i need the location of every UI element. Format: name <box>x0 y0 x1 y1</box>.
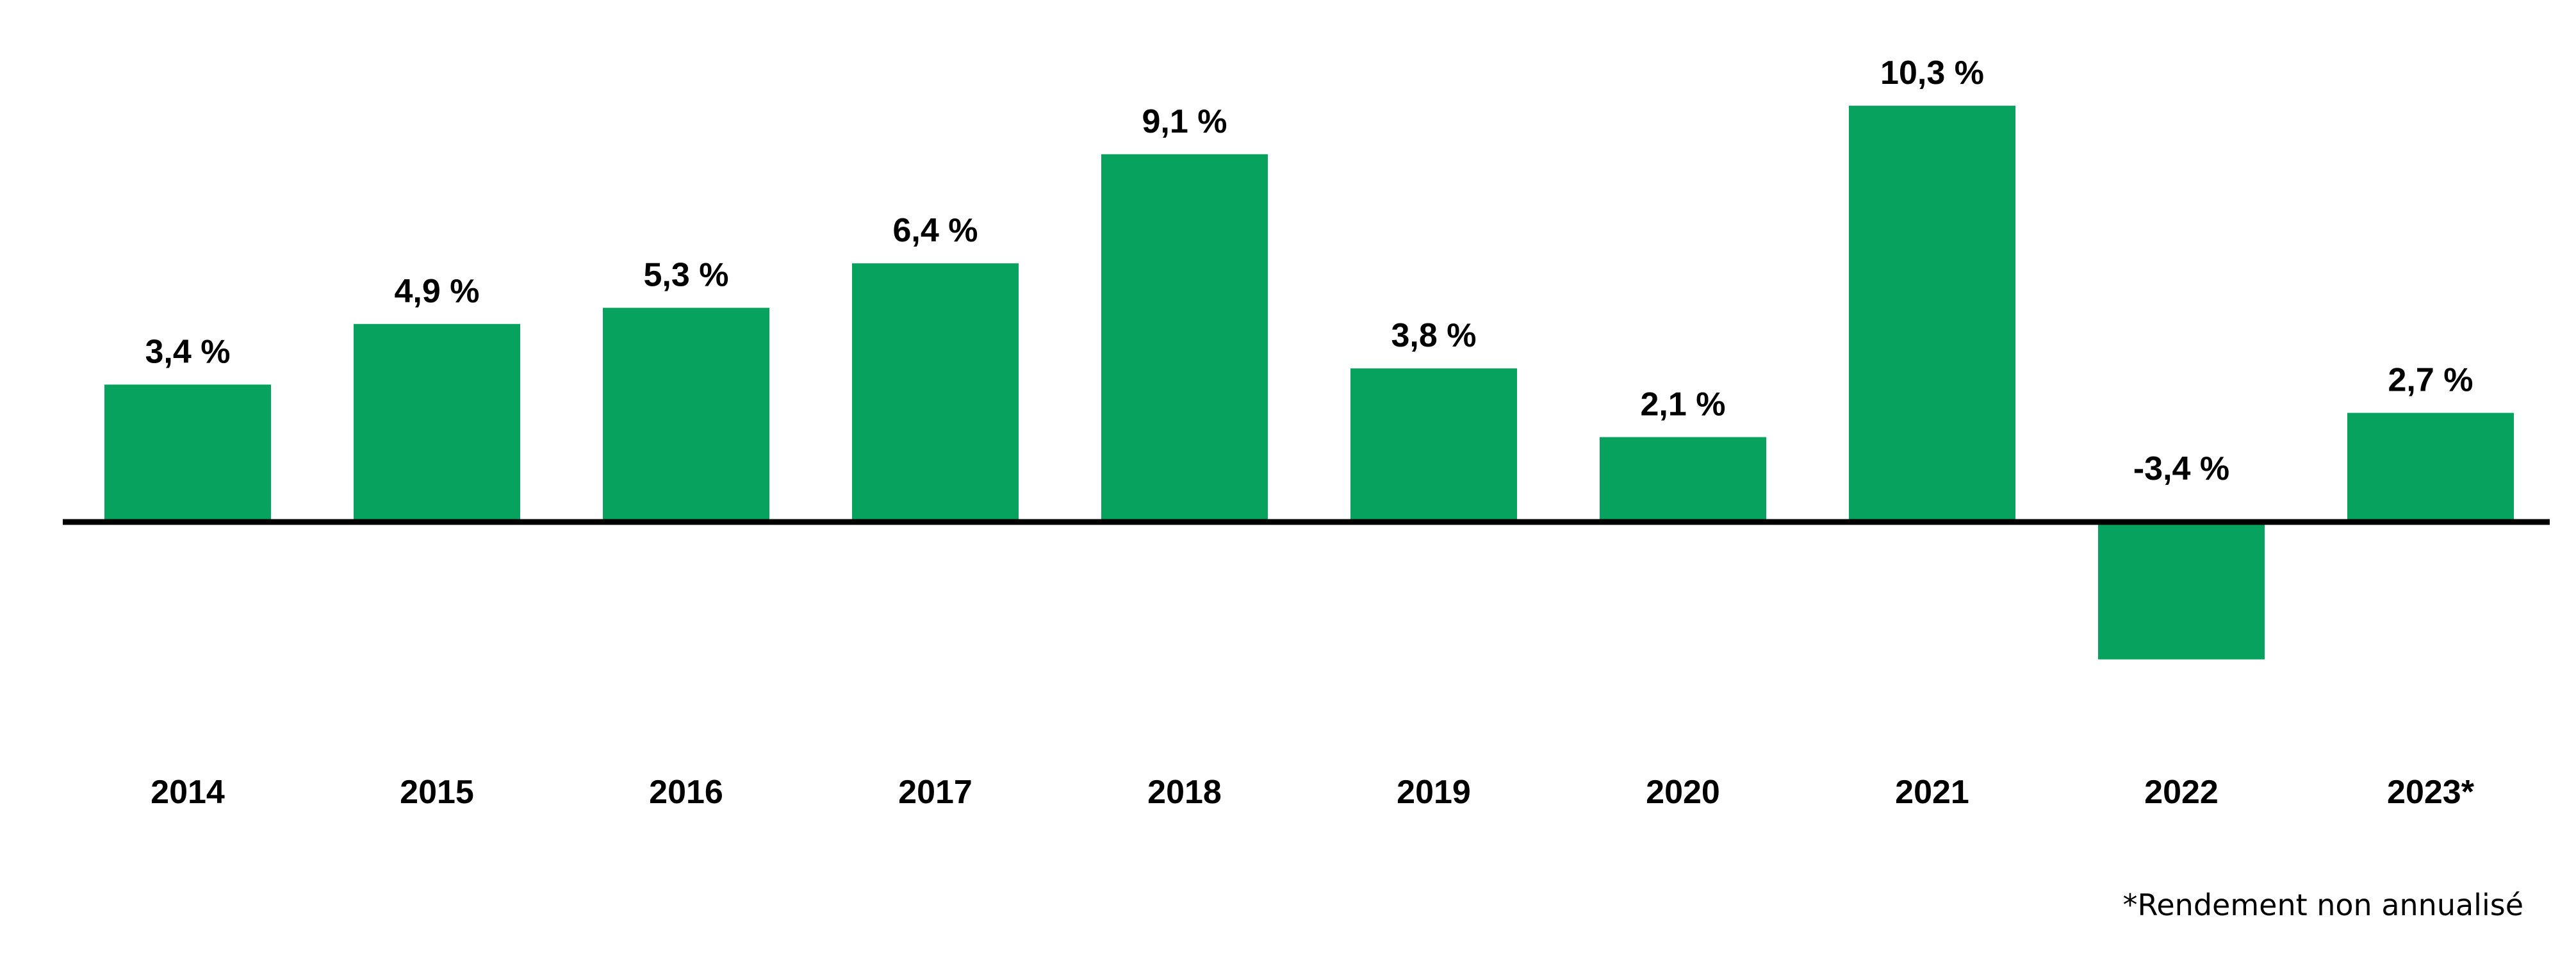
footnote: *Rendement non annualisé <box>2122 888 2523 922</box>
x-tick-label-2022: 2022 <box>2144 774 2219 811</box>
x-tick-label-2017: 2017 <box>898 774 972 811</box>
value-label-2023: 2,7 % <box>2388 362 2473 399</box>
bar-2014 <box>104 384 271 522</box>
x-tick-label-2021: 2021 <box>1895 774 1969 811</box>
bar-2019 <box>1350 368 1517 522</box>
bar-2022 <box>2098 522 2265 660</box>
value-label-2015: 4,9 % <box>395 273 480 310</box>
bar-2015 <box>354 323 520 522</box>
value-label-2021: 10,3 % <box>1880 54 1984 92</box>
bar-2023 <box>2347 412 2514 522</box>
x-tick-label-2015: 2015 <box>400 774 474 811</box>
value-label-2019: 3,8 % <box>1391 317 1477 354</box>
x-tick-labels-group: 2014 2015 2016 2017 2018 2019 2020 2021 2022 2023… <box>151 774 2475 811</box>
x-tick-label-2014: 2014 <box>151 774 225 811</box>
bar-2016 <box>603 307 769 522</box>
value-label-2017: 6,4 % <box>893 212 978 249</box>
value-label-2022: -3,4 % <box>2133 450 2229 487</box>
value-label-2016: 5,3 % <box>644 257 729 294</box>
value-label-2018: 9,1 % <box>1142 103 1227 140</box>
x-tick-label-2020: 2020 <box>1646 774 1720 811</box>
bar-2021 <box>1849 106 2015 522</box>
value-labels-group: 3,4 % 4,9 % 5,3 % 6,4 % 9,1 % 3,8 % 2,1 % 10,3 … <box>145 54 2473 487</box>
value-label-2014: 3,4 % <box>145 333 231 370</box>
x-tick-label-2019: 2019 <box>1397 774 1471 811</box>
bar-2018 <box>1101 154 1268 523</box>
x-tick-label-2023: 2023* <box>2387 774 2475 811</box>
bar-2017 <box>852 263 1019 522</box>
bar-2020 <box>1600 437 1766 522</box>
value-label-2020: 2,1 % <box>1641 386 1726 423</box>
x-tick-label-2018: 2018 <box>1147 774 1222 811</box>
bars-group <box>104 106 2514 660</box>
x-tick-label-2016: 2016 <box>649 774 723 811</box>
